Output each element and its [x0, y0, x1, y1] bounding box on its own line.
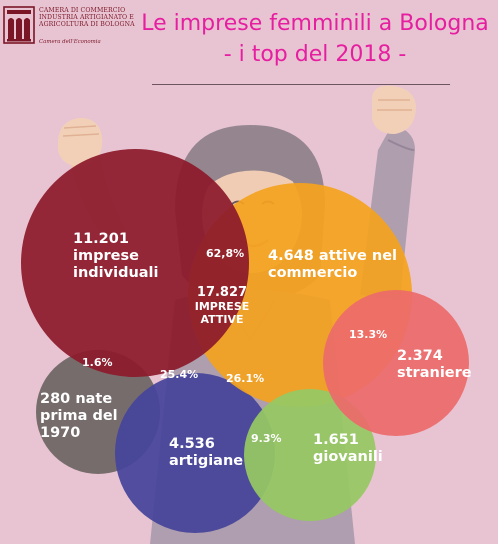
page-title: Le imprese femminili a Bologna — [141, 11, 489, 36]
label-nate-prima: 280 nate prima del 1970 — [40, 391, 118, 442]
label-giovanili-text: giovanili — [313, 449, 383, 465]
label-straniere: 2.374 straniere — [397, 348, 472, 382]
label-commercio-text: commercio — [268, 265, 358, 281]
logo-line: CAMERA DI COMMERCIO — [39, 7, 126, 14]
center-total-value: 17.827 — [196, 285, 248, 300]
circle-giovanili — [244, 389, 376, 521]
pct-individuali: 62,8% — [206, 247, 245, 260]
pct-giovanili: 9.3% — [251, 432, 282, 445]
label-individuali-text: individuali — [73, 265, 159, 281]
raised-fist-left-icon — [58, 118, 103, 167]
raised-fist-right-icon — [372, 85, 416, 134]
logo-subtitle: Camera dell'Economia — [39, 39, 101, 45]
center-total-text: IMPRESE — [194, 300, 250, 313]
label-individuali-value: 11.201 — [73, 231, 129, 247]
label-artigiane: 4.536 artigiane — [169, 436, 243, 470]
circle-straniere — [323, 290, 469, 436]
label-straniere-value: 2.374 — [397, 348, 443, 364]
logo-line: AGRICOLTURA DI BOLOGNA — [39, 21, 135, 29]
label-nate-prima-text: 280 nate — [40, 391, 113, 407]
logo-text: CAMERA DI COMMERCIO INDUSTRIA ARTIGIANAT… — [39, 7, 135, 29]
chamber-building-logo-icon — [3, 6, 35, 44]
label-nate-prima-text: prima del — [40, 408, 118, 424]
label-nate-prima-text: 1970 — [40, 425, 81, 441]
label-straniere-text: straniere — [397, 365, 472, 381]
center-total-text: ATTIVE — [200, 313, 244, 326]
circle-individuali — [21, 149, 249, 377]
label-commercio-value: 4.648 attive nel — [268, 248, 397, 264]
pct-nate-prima: 1.6% — [82, 356, 113, 369]
label-artigiane-text: artigiane — [169, 453, 244, 469]
pct-artigiane: 25.4% — [160, 368, 199, 381]
label-individuali-text: imprese — [73, 248, 139, 264]
label-giovanili: 1.651 giovanili — [313, 432, 383, 466]
chamber-of-commerce-logo: CAMERA DI COMMERCIO INDUSTRIA ARTIGIANAT… — [3, 6, 138, 48]
title-divider — [152, 84, 450, 85]
label-giovanili-value: 1.651 — [313, 432, 359, 448]
label-individuali: 11.201 imprese individuali — [73, 231, 159, 282]
label-artigiane-value: 4.536 — [169, 436, 215, 452]
circle-artigiane — [115, 373, 275, 533]
page-subtitle: - i top del 2018 - — [223, 42, 407, 67]
pct-commercio: 26.1% — [226, 372, 265, 385]
logo-line: INDUSTRIA ARTIGIANATO E — [39, 14, 134, 22]
center-total: 17.827 IMPRESE ATTIVE — [190, 285, 254, 326]
label-commercio: 4.648 attive nel commercio — [268, 248, 397, 282]
pct-straniere: 13.3% — [349, 328, 388, 341]
